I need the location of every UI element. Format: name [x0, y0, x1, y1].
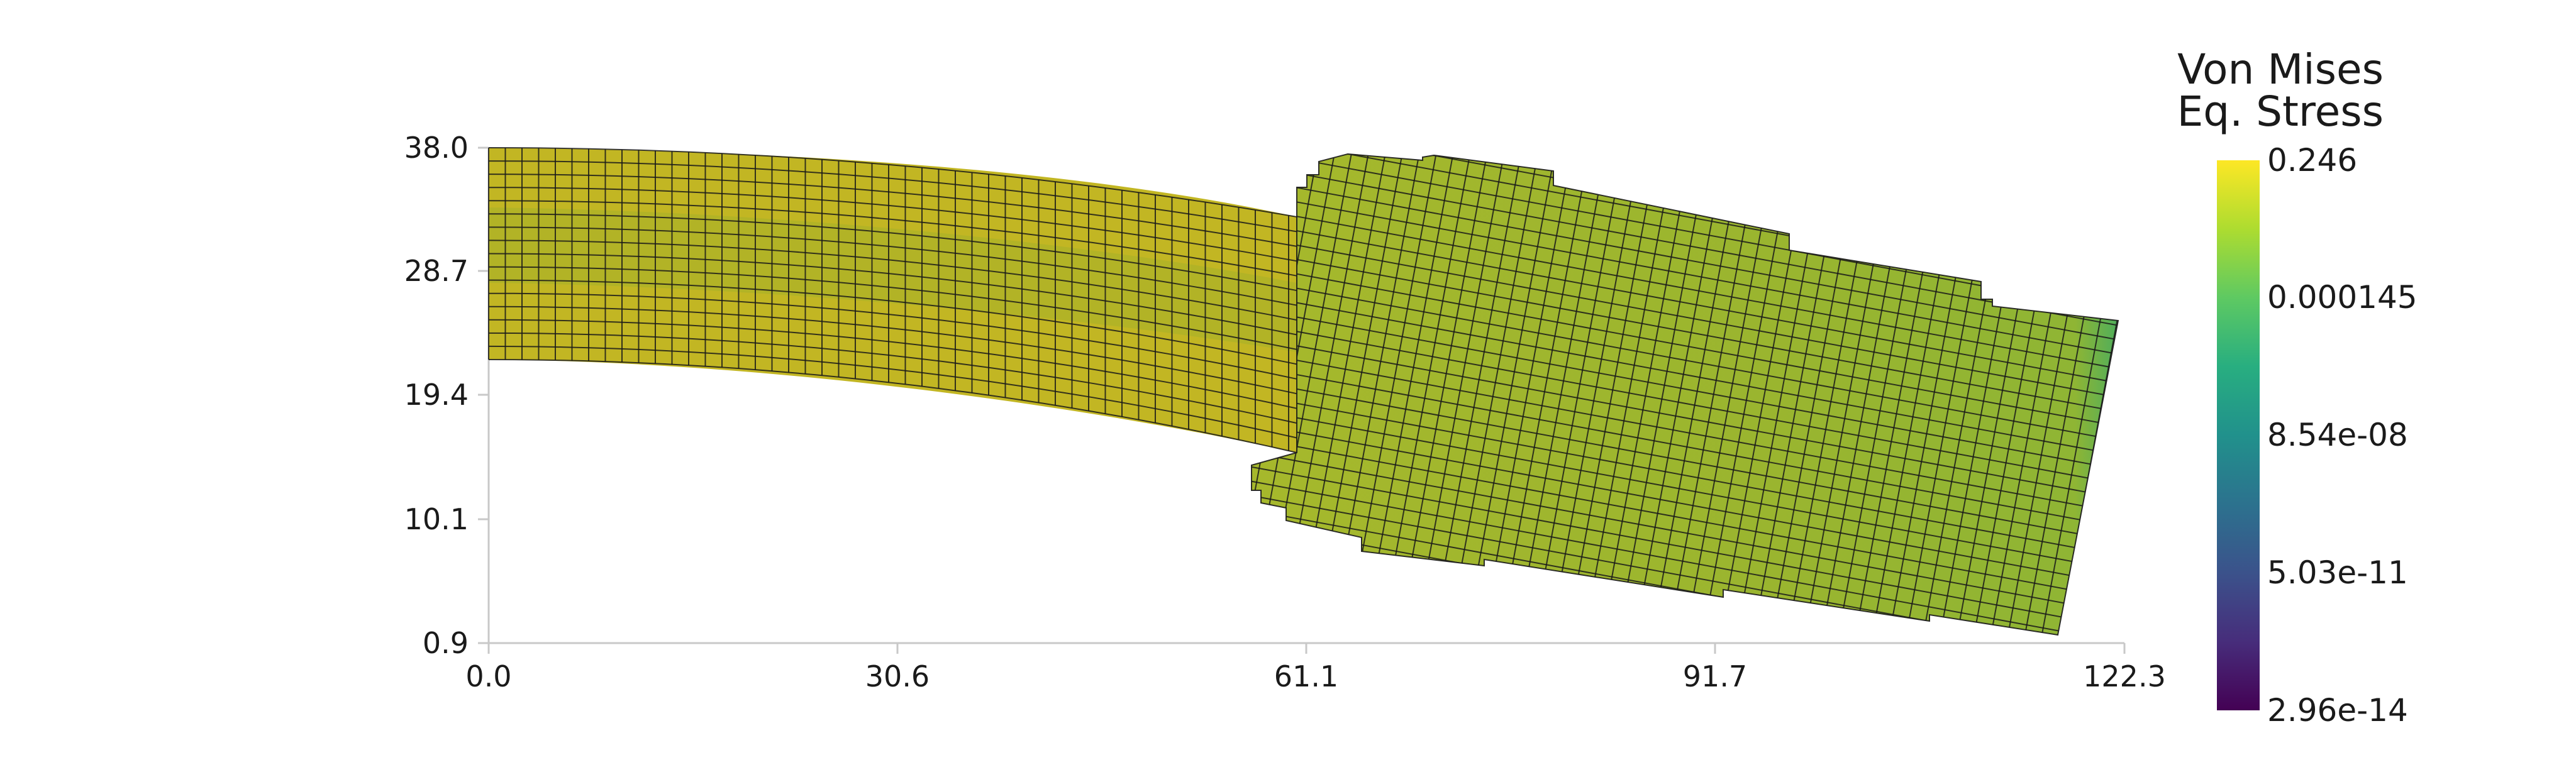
mesh-grid-line — [488, 292, 1297, 380]
x-tick-label: 122.3 — [2083, 659, 2166, 693]
mesh-grid-line — [1252, 397, 2118, 581]
mesh-grid-line — [488, 187, 1297, 262]
y-tick-label: 28.7 — [404, 254, 469, 288]
x-tick-label: 91.7 — [1683, 659, 1747, 693]
colorbar-title-line2: Eq. Stress — [2177, 87, 2384, 136]
mesh-grid-line — [488, 226, 1297, 306]
mesh-grid-line — [488, 160, 1297, 233]
mesh-grid-line — [1252, 272, 2118, 456]
mesh-grid-line — [488, 240, 1297, 321]
mesh-grid-line — [1252, 369, 2118, 554]
mesh-grid-line — [1252, 285, 2118, 470]
mesh-grid-line — [1252, 494, 2118, 635]
mesh-grid-line — [1252, 355, 2118, 540]
mesh-grid-line — [488, 345, 1297, 439]
colorbar-label: 2.96e-14 — [2267, 692, 2408, 729]
mesh-grid-line — [488, 279, 1297, 365]
mesh-grid-line — [488, 306, 1297, 395]
mesh-grid-line — [488, 319, 1297, 409]
mesh-right-outline — [1251, 153, 2119, 636]
mesh-left-segment — [488, 147, 1297, 453]
axes: 0.0 30.6 61.1 91.7 122.3 0.9 10.1 19.4 28.7 38.0 — [404, 131, 2166, 693]
mesh-grid-line — [488, 359, 1297, 453]
mesh-grid-line — [488, 266, 1297, 350]
mesh-grid-line — [1252, 438, 2118, 624]
mesh-grid-line — [1252, 299, 2118, 485]
x-tick-label: 0.0 — [465, 659, 511, 693]
y-tick-label: 19.4 — [404, 378, 469, 412]
mesh-grid-line — [1252, 410, 2118, 596]
x-tick-label: 61.1 — [1274, 659, 1338, 693]
mesh-grid-line — [1265, 154, 2118, 165]
x-tick-label: 30.6 — [865, 659, 930, 693]
mesh-grid-line — [488, 173, 1297, 247]
mesh-grid-line — [488, 332, 1297, 424]
mesh-grid-line — [1262, 154, 2118, 179]
y-tick-label: 38.0 — [404, 131, 469, 165]
mesh-grid-line — [1252, 174, 2118, 360]
mesh-grid-line — [1252, 216, 2118, 401]
mesh-left-band — [489, 207, 1297, 352]
mesh-grid-line — [1252, 633, 2118, 635]
y-tick-label: 10.1 — [404, 502, 469, 536]
mesh-grid-line — [1252, 605, 2118, 635]
colorbar-label: 0.000145 — [2267, 279, 2418, 316]
mesh-grid-line — [1252, 244, 2118, 429]
mesh-grid-line — [1252, 327, 2118, 512]
mesh-right-fill — [1252, 154, 2118, 635]
mesh-grid-line — [1252, 424, 2118, 610]
mesh-grid-line — [1252, 466, 2118, 635]
colorbar-gradient — [2217, 160, 2260, 710]
colorbar-label: 5.03e-11 — [2267, 554, 2408, 591]
mesh-grid-line — [488, 200, 1297, 277]
colorbar-title-line1: Von Mises — [2177, 45, 2384, 94]
mesh-grid-line — [1252, 341, 2118, 526]
colorbar-label: 8.54e-08 — [2267, 417, 2408, 453]
mesh-grid-line — [1252, 229, 2118, 415]
mesh-grid-line — [1252, 383, 2118, 568]
y-tick-label: 0.9 — [423, 626, 469, 660]
mesh-grid-line — [1252, 202, 2118, 387]
mesh-grid-line — [1252, 258, 2118, 443]
mesh-grid-line — [488, 253, 1297, 336]
mesh-grid-line — [1252, 619, 2118, 635]
mesh-grid-line — [1252, 188, 2118, 373]
mesh-grid-line — [488, 213, 1297, 292]
colorbar-label: 0.246 — [2267, 142, 2357, 179]
mesh-grid-line — [1252, 313, 2118, 498]
mesh-grid-line — [1252, 452, 2118, 635]
colorbar: Von Mises Eq. Stress 0.246 0.000145 8.54e-… — [2177, 45, 2418, 729]
mesh-grid-line — [488, 147, 1297, 218]
